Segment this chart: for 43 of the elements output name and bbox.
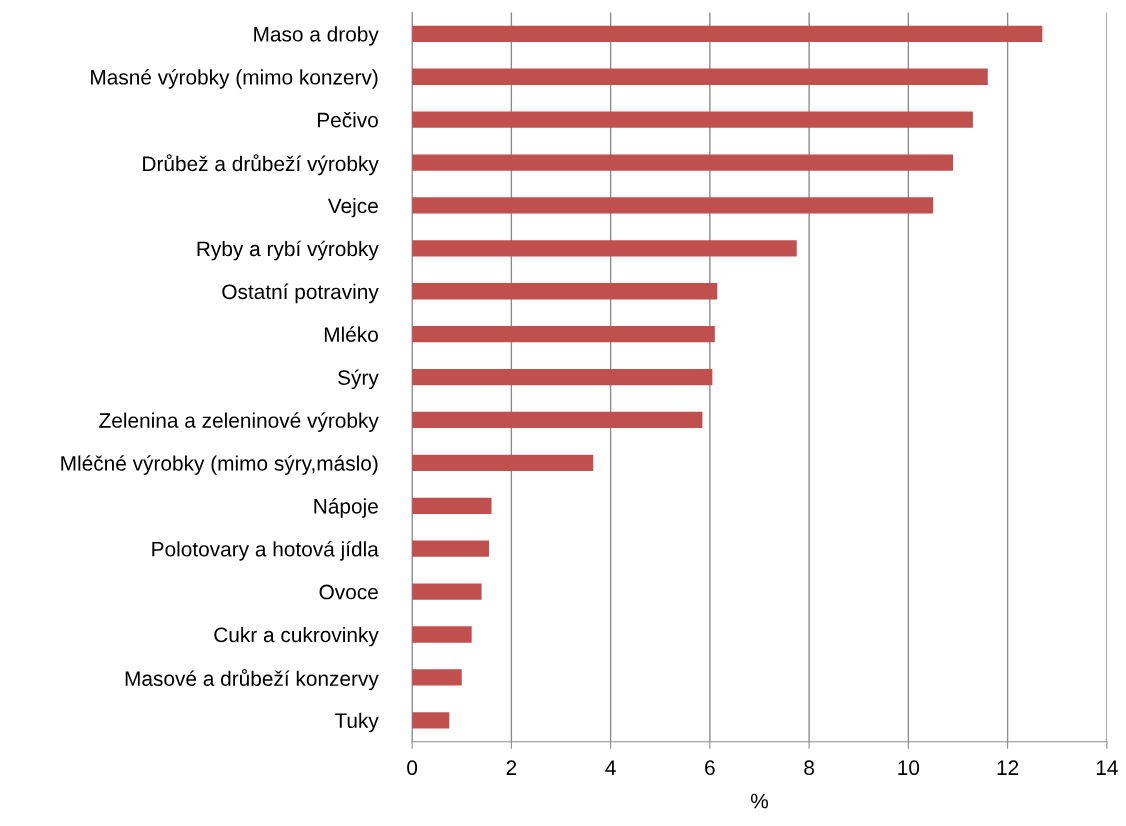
x-tick-label: 4	[605, 760, 616, 775]
y-tick-label: Mléko	[324, 326, 378, 342]
bar	[412, 154, 954, 171]
x-tick-label: 6	[705, 760, 715, 776]
x-tick-label: 2	[506, 760, 517, 775]
x-axis-title: %	[750, 793, 769, 809]
y-tick-label: Cukr a cukrovinky	[214, 626, 379, 647]
y-tick-label: Nápoje	[314, 498, 378, 518]
bar	[412, 111, 973, 128]
x-tick-label: 0	[407, 760, 418, 776]
y-tick-label: Tuky	[334, 712, 379, 733]
bar	[412, 25, 1043, 42]
bar	[412, 411, 703, 429]
bar	[412, 326, 715, 343]
bar	[412, 540, 490, 557]
x-tick-label: 12	[997, 760, 1019, 775]
y-tick-label: Vejce	[327, 197, 378, 218]
bar	[412, 626, 472, 643]
bar	[412, 368, 713, 386]
bar	[412, 669, 462, 686]
bar	[412, 454, 594, 472]
y-tick-label: Ovoce	[319, 584, 378, 600]
bar	[412, 197, 934, 214]
bar	[412, 583, 482, 600]
bar	[412, 497, 492, 514]
x-tick-label: 10	[898, 760, 920, 776]
y-tick-label: Maso a droby	[254, 26, 379, 46]
bar	[412, 283, 718, 300]
y-tick-label: Mléčné výrobky (mimo sýry,máslo)	[61, 455, 378, 475]
y-tick-label: Masné výrobky (mimo konzerv)	[91, 69, 378, 89]
x-tick-label: 8	[804, 760, 814, 776]
y-tick-label: Pečivo	[317, 112, 378, 128]
y-tick-label: Ostatní potraviny	[222, 283, 379, 304]
y-tick-label: Ryby a rybí výrobky	[197, 240, 379, 261]
y-tick-label: Zelenina a zeleninové výrobky	[99, 412, 379, 432]
bar	[412, 68, 988, 85]
bar	[412, 712, 450, 729]
y-tick-label: Polotovary a hotová jídla	[152, 541, 379, 561]
y-tick-label: Sýry	[338, 369, 379, 390]
bar	[412, 240, 797, 257]
y-tick-label: Masové a drůbeží konzervy	[125, 669, 379, 691]
x-tick-label: 14	[1096, 760, 1118, 775]
y-tick-label: Drůbež a drůbeží výrobky	[143, 154, 379, 176]
